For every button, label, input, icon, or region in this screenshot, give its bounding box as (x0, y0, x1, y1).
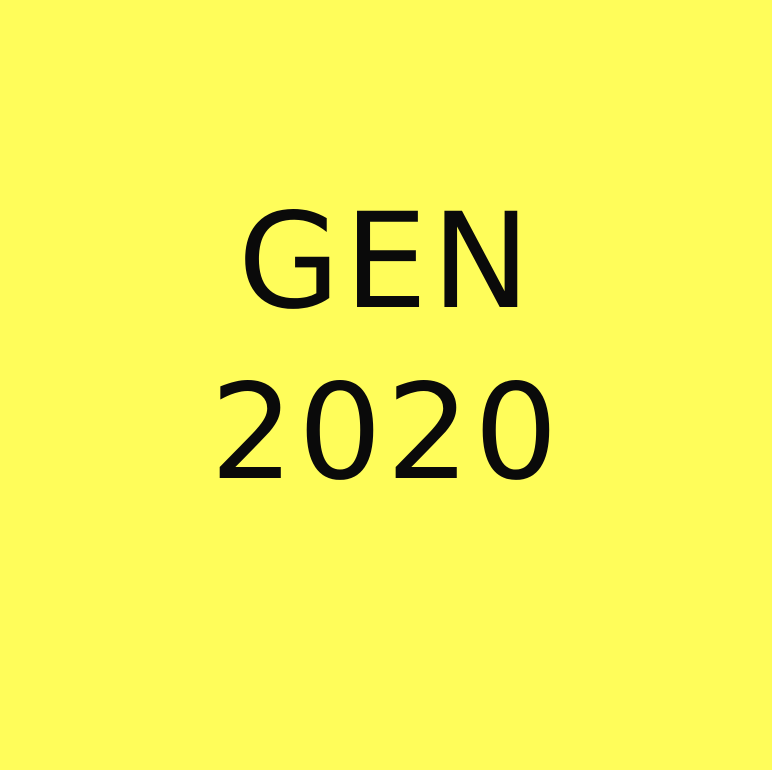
title-line-1: GEN (237, 185, 535, 339)
title-line-2: 2020 (210, 356, 562, 510)
